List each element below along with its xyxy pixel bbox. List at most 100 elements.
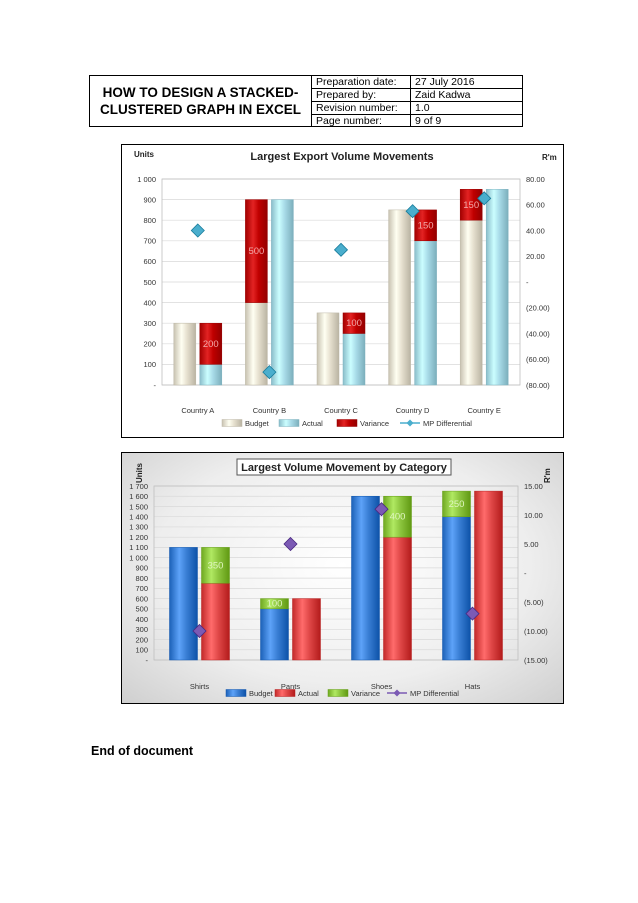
y-tick-label: 500 <box>135 605 148 614</box>
y-tick-label: 1 100 <box>129 543 148 552</box>
legend-label: Variance <box>351 689 380 698</box>
y-tick-label: 1 000 <box>137 175 156 184</box>
budget-bar <box>459 219 483 386</box>
y2-tick-label: (10.00) <box>524 627 548 636</box>
y-axis-title: Units <box>135 462 144 483</box>
x-category-label: Shoes <box>371 682 393 691</box>
y-tick-label: 400 <box>135 615 148 624</box>
y-axis-title: Units <box>134 150 155 159</box>
actual-bar <box>199 364 223 386</box>
variance-bar <box>414 209 437 242</box>
y2-tick-label: 10.00 <box>524 511 543 520</box>
budget-bar <box>351 495 380 661</box>
meta-value: 1.0 <box>415 102 430 114</box>
budget-bar <box>169 547 198 661</box>
y2-axis-title: R'm <box>542 153 557 162</box>
y2-tick-label: 60.00 <box>526 201 545 210</box>
y2-tick-label: (60.00) <box>526 355 550 364</box>
category-volume-chart: Largest Volume Movement by Category Units… <box>121 452 564 704</box>
variance-data-label: 100 <box>346 318 362 329</box>
legend-label: Budget <box>245 419 270 428</box>
legend-marker-mp <box>406 419 414 427</box>
export-volume-chart: Largest Export Volume Movements Units R'm -… <box>121 144 564 438</box>
variance-data-label: 100 <box>267 599 283 610</box>
variance-data-label: 150 <box>463 200 479 211</box>
end-of-document-text: End of document <box>91 744 194 758</box>
variance-data-label: 150 <box>418 220 434 231</box>
y2-tick-label: 20.00 <box>526 252 545 261</box>
y-tick-label: - <box>146 656 149 665</box>
variance-bar <box>260 598 289 610</box>
y-tick-label: 1 000 <box>129 553 148 562</box>
legend-label: Actual <box>302 419 323 428</box>
document-meta-table: Preparation date: 27 July 2016 Prepared … <box>312 76 522 127</box>
y2-tick-label: 80.00 <box>526 175 545 184</box>
variance-bar <box>383 495 412 538</box>
chart-title: Largest Export Volume Movements <box>250 151 433 163</box>
y-tick-label: 300 <box>135 625 148 634</box>
y-tick-label: 1 500 <box>129 502 148 511</box>
y-tick-label: 800 <box>135 574 148 583</box>
actual-bar <box>271 199 294 386</box>
meta-row-prep-date: Preparation date: 27 July 2016 <box>312 76 522 89</box>
meta-value: 9 of 9 <box>415 115 442 127</box>
mp-differential-marker <box>477 191 492 206</box>
y-tick-label: 600 <box>135 594 148 603</box>
y-tick-label: 100 <box>135 646 148 655</box>
y-tick-label: 1 600 <box>129 492 148 501</box>
mp-differential-marker <box>283 536 298 552</box>
y-tick-label: 800 <box>143 216 156 225</box>
variance-data-label: 200 <box>203 339 219 350</box>
y-tick-label: 700 <box>143 237 156 246</box>
legend-swatch-budget <box>221 419 243 427</box>
meta-label: Prepared by: <box>312 89 411 101</box>
variance-data-label: 500 <box>248 246 264 257</box>
variance-data-label: 250 <box>449 499 465 510</box>
variance-data-label: 350 <box>208 560 224 571</box>
actual-bar <box>201 582 230 661</box>
x-category-label: Country A <box>181 406 214 415</box>
actual-bar <box>485 189 509 386</box>
x-category-label: Pants <box>281 682 300 691</box>
variance-bar <box>199 322 223 365</box>
legend-label: Variance <box>360 419 389 428</box>
mp-differential-marker <box>405 204 420 219</box>
legend-label: Actual <box>298 689 319 698</box>
variance-bar <box>245 199 268 303</box>
y2-tick-label: 40.00 <box>526 226 545 235</box>
x-category-label: Hats <box>465 682 481 691</box>
variance-bar <box>459 189 483 221</box>
meta-label: Page number: <box>312 115 411 127</box>
y-tick-label: 200 <box>143 340 156 349</box>
y-tick-label: 700 <box>135 584 148 593</box>
export-volume-chart-svg: Largest Export Volume Movements Units R'm -… <box>134 150 557 428</box>
y2-tick-label: (5.00) <box>524 598 544 607</box>
variance-bar <box>201 547 230 584</box>
y2-tick-label: (40.00) <box>526 329 550 338</box>
y-tick-label: 400 <box>143 298 156 307</box>
budget-bar <box>260 608 289 661</box>
x-category-label: Country E <box>468 406 501 415</box>
chart-title: Largest Volume Movement by Category <box>241 462 448 474</box>
legend-label: Budget <box>249 689 274 698</box>
y-tick-label: 900 <box>143 195 156 204</box>
mp-differential-marker <box>333 242 349 257</box>
x-category-label: Country B <box>253 406 286 415</box>
y-tick-label: 1 300 <box>129 523 148 532</box>
legend-swatch-variance <box>327 689 349 697</box>
meta-row-page-number: Page number: 9 of 9 <box>312 115 522 127</box>
x-category-label: Shirts <box>190 682 209 691</box>
legend-label: MP Differential <box>423 419 472 428</box>
actual-bar <box>383 536 412 661</box>
legend-swatch-actual <box>274 689 296 697</box>
budget-bar <box>173 322 197 386</box>
variance-data-label: 400 <box>390 512 406 523</box>
legend-marker-mp <box>393 689 401 697</box>
category-volume-chart-svg: Largest Volume Movement by Category Units… <box>129 458 552 698</box>
y2-tick-label: 15.00 <box>524 482 543 491</box>
mp-differential-marker <box>465 606 480 621</box>
actual-bar <box>474 490 503 661</box>
meta-row-revision: Revision number: 1.0 <box>312 102 522 115</box>
legend-swatch-budget <box>225 689 247 697</box>
y-tick-label: 1 700 <box>129 482 148 491</box>
